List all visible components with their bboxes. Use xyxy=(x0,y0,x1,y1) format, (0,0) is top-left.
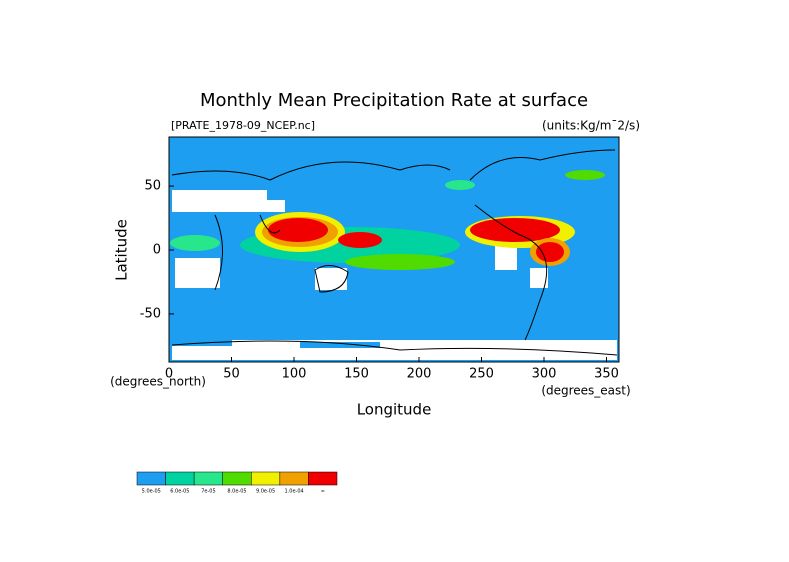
colorbar-swatch xyxy=(279,471,309,486)
colorbar-label: 1.0e-04 xyxy=(285,489,304,495)
colorbar-label: 9.0e-05 xyxy=(256,489,275,495)
x-unit-label: (degrees_east) xyxy=(541,384,630,398)
title: Monthly Mean Precipitation Rate at surfa… xyxy=(200,90,588,111)
colorbar-swatch xyxy=(251,471,281,486)
colorbar-swatch xyxy=(193,471,223,486)
y-tick-label: 50 xyxy=(144,179,161,194)
x-tick-label: 100 xyxy=(282,367,307,382)
colorbar-swatch xyxy=(222,471,252,486)
colorbar-label: 5.0e-05 xyxy=(142,489,161,495)
colorbar-label: 8.0e-05 xyxy=(227,489,246,495)
colorbar: 5.0e-05 6.0e-05 7e-05 8.0e-05 9.0e-05 1.0e-04… xyxy=(136,471,338,495)
precipitation-field xyxy=(169,137,619,362)
x-tick-label: 200 xyxy=(407,367,432,382)
y-axis-title: Latitude xyxy=(113,219,131,281)
x-axis-title: Longitude xyxy=(357,401,432,419)
x-tick-label: 50 xyxy=(223,367,240,382)
x-tick-label: 250 xyxy=(469,367,494,382)
x-tick-label: 300 xyxy=(532,367,557,382)
x-tick-label: 150 xyxy=(344,367,369,382)
colorbar-label: 6.0e-05 xyxy=(170,489,189,495)
y-tick-label: -50 xyxy=(140,306,161,321)
x-tick-label: 350 xyxy=(594,367,619,382)
file-label: [PRATE_1978-09_NCEP.nc] xyxy=(171,119,315,132)
colorbar-swatch xyxy=(308,471,338,486)
y-tick-label: 0 xyxy=(153,243,161,258)
colorbar-swatch xyxy=(165,471,195,486)
colorbar-label: 7e-05 xyxy=(201,489,215,495)
colorbar-label: ∞ xyxy=(321,489,325,495)
x-tick-label: 0 xyxy=(165,367,173,382)
axes: 0 50 100 150 200 250 300 350 -50 0 50 xyxy=(140,179,619,382)
units-label: (units:Kg/m¯2/s) xyxy=(542,119,640,133)
y-unit-label: (degrees_north) xyxy=(110,375,206,389)
colorbar-swatch xyxy=(136,471,166,486)
